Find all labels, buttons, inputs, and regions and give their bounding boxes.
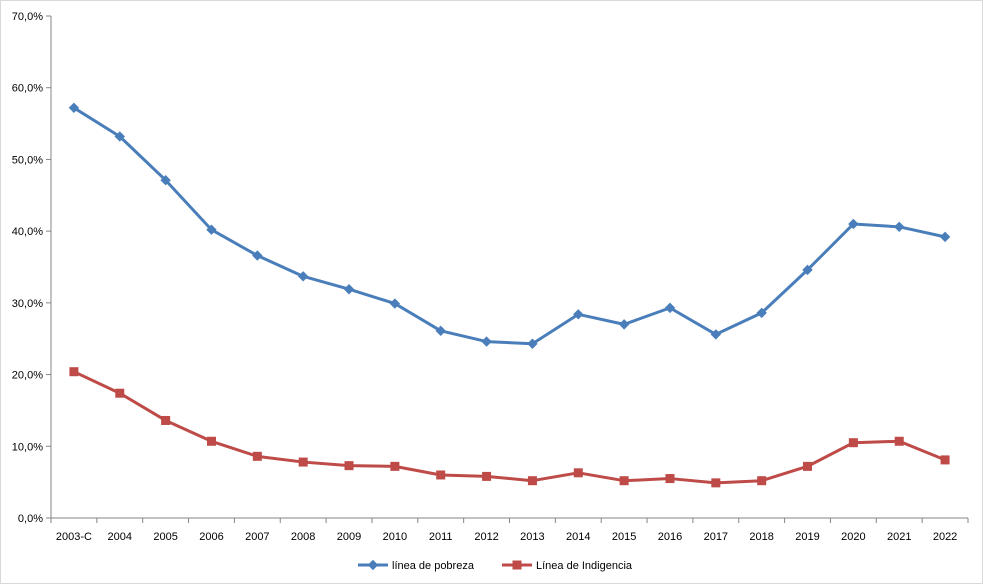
data-point [803,461,813,471]
data-point [527,338,538,349]
data-point [664,302,676,314]
data-point [69,367,79,377]
x-tick-label: 2017 [704,531,728,543]
legend-item: línea de pobreza [358,559,475,572]
data-point [161,415,171,425]
data-point [390,461,400,471]
data-point [848,438,858,448]
data-point [894,221,905,233]
data-point [710,329,722,340]
data-point [757,476,767,486]
data-point [481,336,492,347]
x-tick-label: 2004 [108,531,132,543]
data-point [848,218,859,230]
legend-marker [512,560,522,570]
data-point [573,468,583,478]
legend-item: Línea de Indigencia [502,560,633,572]
data-point [939,231,951,243]
y-tick-label: 30,0% [12,298,43,310]
y-tick-label: 70,0% [12,11,43,23]
data-point [115,388,125,398]
x-axis-ticks: 2003-C 2004 2005 2006 2007 2008 2009 2010 2011 20… [50,518,969,543]
data-point [527,476,537,486]
data-point [206,436,216,446]
data-point [297,271,309,282]
series-1 [68,102,951,349]
data-point [298,457,308,467]
x-tick-label: 2007 [245,531,269,543]
data-point [482,471,492,481]
x-tick-label: 2016 [658,531,682,543]
data-point [114,131,125,142]
x-tick-label: 2015 [612,531,636,543]
x-tick-label: 2006 [199,531,223,543]
y-tick-label: 50,0% [12,154,43,166]
series-line [73,370,946,485]
x-tick-label: 2014 [566,531,590,543]
x-tick-label: 2018 [749,531,773,543]
y-tick-label: 0,0% [18,513,43,525]
data-point [802,264,813,276]
data-point [344,461,354,471]
data-point [756,307,767,319]
data-point [940,455,950,465]
x-tick-label: 2009 [337,531,361,543]
data-point [160,175,171,186]
x-tick-label: 2003-C [56,531,92,543]
x-tick-label: 2010 [383,531,407,543]
data-point [343,284,355,295]
data-point [68,102,80,114]
data-point [573,309,584,320]
x-tick-label: 2008 [291,531,315,543]
y-tick-label: 60,0% [12,83,43,95]
legend: línea de pobreza Línea de Indigencia [358,559,633,572]
x-tick-label: 2022 [933,531,957,543]
x-tick-label: 2020 [841,531,865,543]
x-tick-label: 2013 [520,531,544,543]
legend-label: Línea de Indigencia [536,560,633,572]
series-group [68,102,951,488]
axes [50,16,968,519]
x-tick-label: 2021 [887,531,911,543]
y-tick-label: 10,0% [12,441,43,453]
legend-label: línea de pobreza [392,560,475,572]
x-tick-label: 2011 [429,531,453,543]
series-2 [69,367,950,488]
data-point [436,470,446,480]
data-point [435,325,446,337]
y-tick-label: 20,0% [12,370,43,382]
x-tick-label: 2019 [795,531,819,543]
data-point [252,451,262,461]
y-axis-ticks: 0,0% 10,0% 20,0% 30,0% 40,0% 50,0% 60,0% 70,0% [12,11,51,525]
data-point [894,436,904,446]
data-point [619,476,629,486]
x-tick-label: 2005 [153,531,177,543]
x-tick-label: 2012 [474,531,498,543]
data-point [665,474,675,484]
data-point [618,319,630,330]
data-point [252,250,263,261]
y-tick-label: 40,0% [12,226,43,238]
data-point [206,224,217,235]
series-line [73,106,946,346]
data-point [389,298,401,309]
data-point [711,478,721,488]
legend-marker [367,559,379,571]
